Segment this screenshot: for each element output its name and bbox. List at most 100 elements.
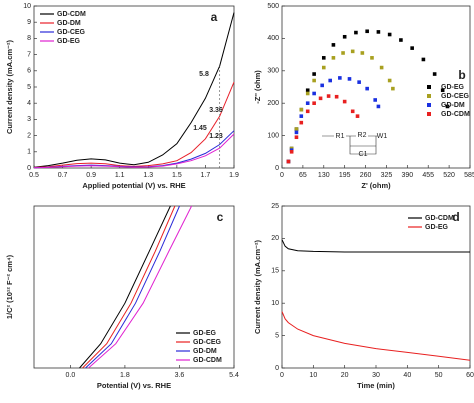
data-point <box>312 78 316 83</box>
legend-label: GD-DM <box>441 102 465 109</box>
data-point <box>321 56 326 60</box>
data-point <box>347 77 352 81</box>
data-point <box>299 107 304 112</box>
data-point <box>320 83 324 88</box>
data-point <box>299 120 304 125</box>
y-tick-label: 7 <box>27 51 31 58</box>
data-point <box>338 76 342 80</box>
data-point <box>357 80 361 84</box>
data-point <box>421 57 426 62</box>
panel-label: b <box>458 68 465 82</box>
data-point <box>305 101 310 105</box>
x-tick-label: 1.5 <box>172 172 182 179</box>
y-tick-label: 3 <box>27 116 31 123</box>
annotation: 5.8 <box>199 71 209 78</box>
data-point <box>312 101 316 105</box>
legend-label: GD-EG <box>193 330 217 337</box>
x-tick-label: 10 <box>309 372 317 379</box>
data-point <box>328 78 333 83</box>
legend-swatch <box>427 112 431 116</box>
data-point <box>432 72 437 76</box>
x-axis-title: Time (min) <box>357 381 395 390</box>
panel-label: c <box>217 210 224 224</box>
data-point <box>360 51 365 55</box>
x-tick-label: 40 <box>403 372 411 379</box>
y-tick-label: 500 <box>267 3 279 10</box>
legend-label: GD-DM <box>193 348 217 355</box>
y-axis-title: 1/C² (10¹² F⁻² cm⁴) <box>5 254 14 319</box>
data-point <box>286 159 291 164</box>
y-tick-label: 5 <box>275 332 279 339</box>
x-tick-label: 0.0 <box>65 372 75 379</box>
x-tick-label: 260 <box>360 172 372 179</box>
legend-label: GD-EG <box>57 38 81 45</box>
annotation: 1.23 <box>209 133 223 140</box>
data-point <box>365 86 369 91</box>
legend-label: GD-DM <box>57 20 81 27</box>
series-line <box>281 239 470 253</box>
annotation: 1.45 <box>193 125 207 132</box>
x-tick-label: 50 <box>435 372 443 379</box>
data-point <box>387 32 392 37</box>
series-line <box>33 12 235 168</box>
y-tick-label: 0 <box>275 365 279 372</box>
x-tick-label: 20 <box>341 372 349 379</box>
series-line <box>281 311 471 361</box>
data-point <box>373 98 377 102</box>
x-tick-label: 5.4 <box>229 372 239 379</box>
y-axis-title: Current density (mA.cm⁻²) <box>253 240 262 334</box>
legend-label: GD-CDM <box>57 11 86 18</box>
x-tick-label: 30 <box>372 372 380 379</box>
legend-label: GD-EG <box>425 224 449 231</box>
x-tick-label: 1.9 <box>229 172 239 179</box>
data-point <box>334 94 339 99</box>
x-tick-label: 0.7 <box>58 172 68 179</box>
legend-swatch <box>427 94 431 98</box>
data-point <box>354 30 358 35</box>
legend-label: GD-CEG <box>57 29 86 36</box>
legend-label: GD-CEG <box>441 93 470 100</box>
x-tick-label: 1.8 <box>120 372 130 379</box>
data-point <box>331 43 336 47</box>
data-point <box>379 65 384 70</box>
x-tick-label: 195 <box>339 172 351 179</box>
data-point <box>299 114 304 118</box>
data-point <box>305 109 310 114</box>
legend-label: GD-CDM <box>441 111 470 118</box>
series-line <box>82 205 176 369</box>
legend-label: GD-CEG <box>193 339 222 346</box>
data-point <box>440 88 445 93</box>
data-point <box>341 51 345 55</box>
x-tick-label: 1.3 <box>143 172 153 179</box>
y-tick-label: 6 <box>27 68 31 75</box>
data-point <box>376 30 381 34</box>
x-tick-label: 65 <box>299 172 307 179</box>
y-tick-label: 400 <box>267 35 279 42</box>
x-axis-title: Potential (V) vs. RHE <box>97 381 171 390</box>
data-point <box>370 56 374 60</box>
data-point <box>294 135 299 140</box>
y-tick-label: 1 <box>27 149 31 156</box>
annotation: 3.36 <box>209 107 223 114</box>
y-tick-label: 4 <box>27 100 31 107</box>
data-point <box>391 86 395 91</box>
y-tick-label: 25 <box>271 203 279 210</box>
x-tick-label: 60 <box>466 372 474 379</box>
circuit-label: R2 <box>358 132 367 139</box>
legend-label: GD-EG <box>441 84 465 91</box>
data-point <box>312 72 316 76</box>
y-axis-title: -Z'' (ohm) <box>253 70 262 104</box>
circuit-label: R1 <box>336 133 345 140</box>
data-point <box>321 65 326 70</box>
series-line <box>88 205 193 369</box>
legend-swatch <box>427 85 431 89</box>
data-point <box>305 88 310 93</box>
x-tick-label: 1.1 <box>115 172 125 179</box>
y-tick-label: 9 <box>27 19 31 26</box>
y-tick-label: 200 <box>267 100 279 107</box>
x-tick-label: 390 <box>401 172 413 179</box>
x-tick-label: 585 <box>464 172 474 179</box>
y-tick-label: 2 <box>27 132 31 139</box>
y-tick-label: 20 <box>271 235 279 242</box>
